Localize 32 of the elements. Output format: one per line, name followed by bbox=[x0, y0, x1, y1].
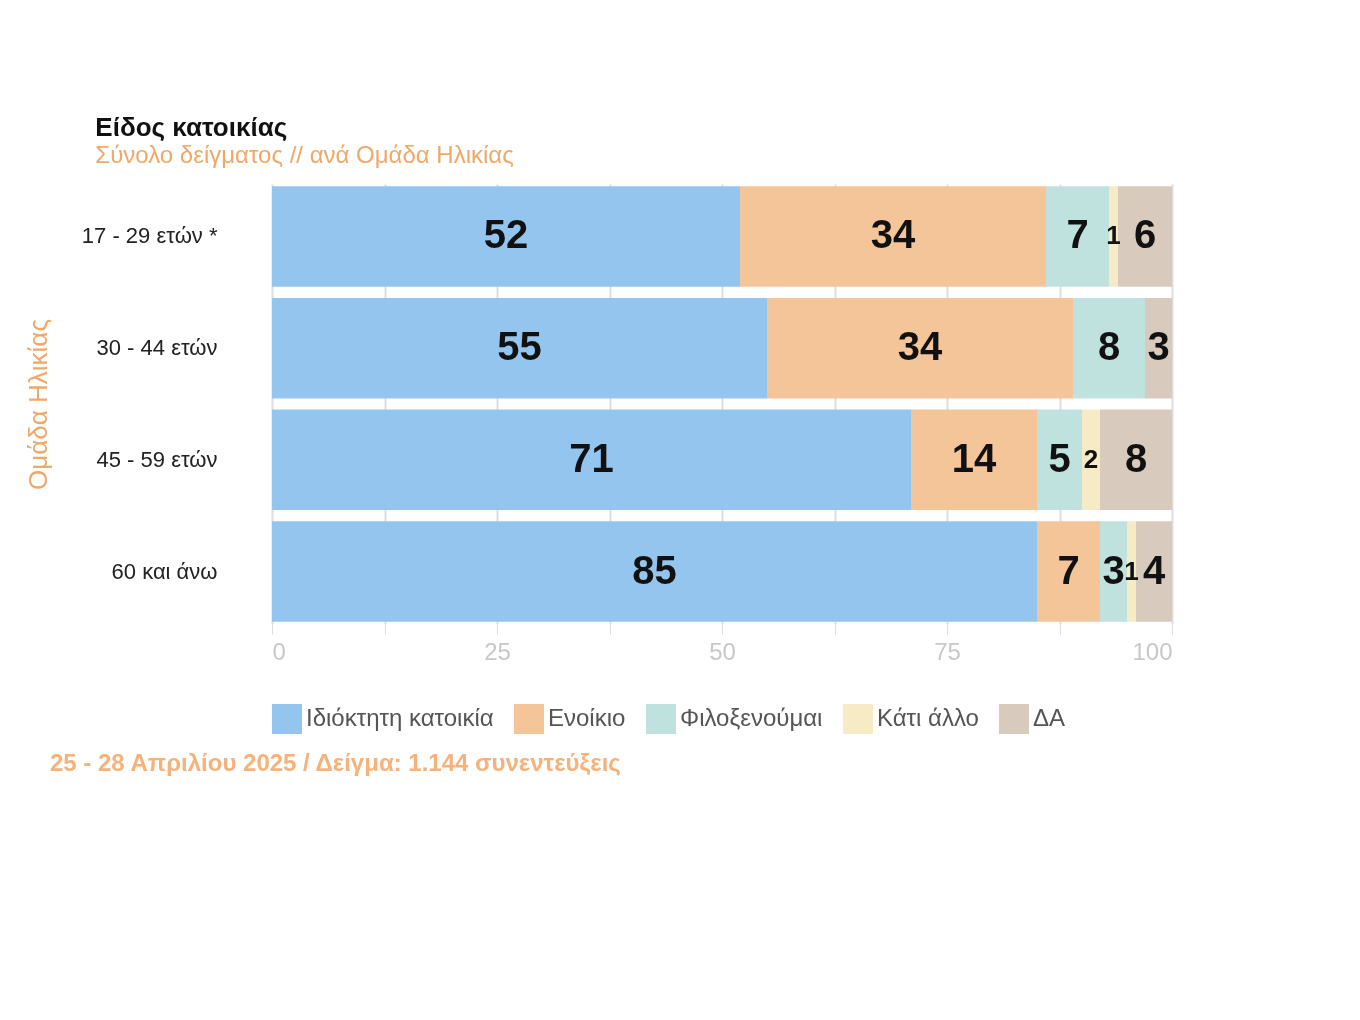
data-label: 8 bbox=[1097, 324, 1121, 369]
data-label: 1 bbox=[1106, 220, 1121, 251]
data-label: 7 bbox=[1066, 212, 1089, 257]
data-label: 71 bbox=[569, 435, 614, 480]
chart-subtitle: Σύνολο δείγματος // ανά Ομάδα Ηλικίας bbox=[95, 141, 514, 168]
chart-title: Είδος κατοικίας bbox=[95, 112, 288, 142]
data-label: 85 bbox=[632, 547, 677, 592]
legend-label: ΔΑ bbox=[1033, 704, 1066, 731]
legend-label: Ιδιόκτητη κατοικία bbox=[306, 704, 494, 731]
data-label: 34 bbox=[897, 324, 943, 369]
data-label: 4 bbox=[1142, 547, 1166, 592]
data-label: 7 bbox=[1057, 547, 1080, 592]
data-label: 34 bbox=[870, 212, 916, 257]
data-label: 3 bbox=[1147, 324, 1170, 369]
legend-label: Φιλοξενούμαι bbox=[680, 704, 823, 731]
y-tick-label: 17 - 29 ετών * bbox=[81, 223, 218, 249]
y-tick-label: 45 - 59 ετών bbox=[96, 446, 218, 472]
text: 25 - 28 Απριλίου 2025 / Δείγμα: 1.144 συνεντεύξεις bbox=[50, 749, 622, 777]
y-tick-label: 30 - 44 ετών bbox=[96, 335, 218, 361]
data-label: 55 bbox=[497, 324, 542, 369]
data-label: 6 bbox=[1133, 212, 1157, 257]
legend-label: Κάτι άλλο bbox=[877, 704, 979, 731]
y-tick-label: 60 και άνω bbox=[111, 558, 218, 584]
data-label: 5 bbox=[1048, 435, 1071, 480]
data-label: 2 bbox=[1083, 443, 1099, 474]
legend-label: Ενοίκιο bbox=[548, 704, 626, 731]
data-label: 1 bbox=[1124, 555, 1139, 586]
data-label: 8 bbox=[1124, 435, 1148, 480]
data-label: 3 bbox=[1102, 547, 1125, 592]
data-label: 14 bbox=[951, 435, 997, 480]
data-label: 52 bbox=[483, 212, 529, 257]
y-axis-title: Ομάδα Ηλικίας bbox=[22, 319, 53, 490]
